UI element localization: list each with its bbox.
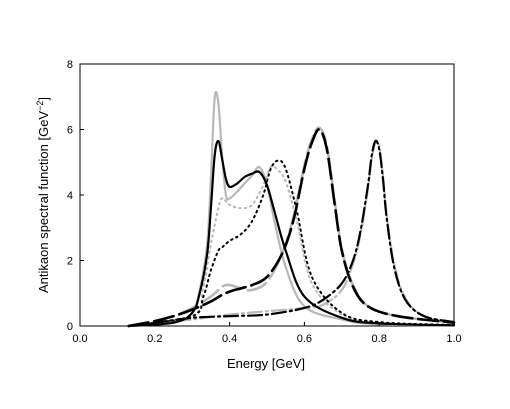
plot-area — [79, 63, 455, 327]
y-axis-label-superscript: −2 — [35, 101, 45, 111]
series-line-black-dashdot — [127, 139, 456, 328]
y-axis-label-end: ] — [36, 97, 51, 101]
x-tick-label: 0.4 — [222, 333, 237, 345]
series-line-gray-dotted — [127, 165, 455, 327]
series-line-black-dashed — [127, 128, 456, 328]
x-tick-label: 0.0 — [72, 333, 87, 345]
x-tick-label: 1.0 — [446, 333, 461, 345]
y-tick-label: 0 — [67, 321, 73, 333]
series-line-black-solid — [127, 139, 456, 328]
x-tick-label: 0.6 — [297, 333, 312, 345]
y-axis-label-main: Antikaon spectral function [GeV — [36, 111, 51, 293]
plot-frame — [79, 63, 455, 327]
x-tick-label: 0.2 — [147, 333, 162, 345]
y-tick-label: 8 — [67, 59, 73, 71]
ticks-layer: 0.0 0.2 0.4 0.6 0.8 1.0 0 2 4 6 8 — [67, 59, 462, 345]
y-tick-label: 6 — [67, 125, 73, 137]
x-axis-label: Energy [GeV] — [227, 356, 305, 371]
series-line-black-dotted — [127, 159, 455, 327]
series-layer — [127, 90, 456, 328]
y-axis-label: Antikaon spectral function [GeV−2] — [35, 97, 51, 293]
series-line-gray-solid — [127, 90, 456, 328]
y-tick-label: 4 — [67, 190, 73, 202]
x-tick-label: 0.8 — [372, 333, 387, 345]
y-tick-label: 2 — [67, 256, 73, 268]
